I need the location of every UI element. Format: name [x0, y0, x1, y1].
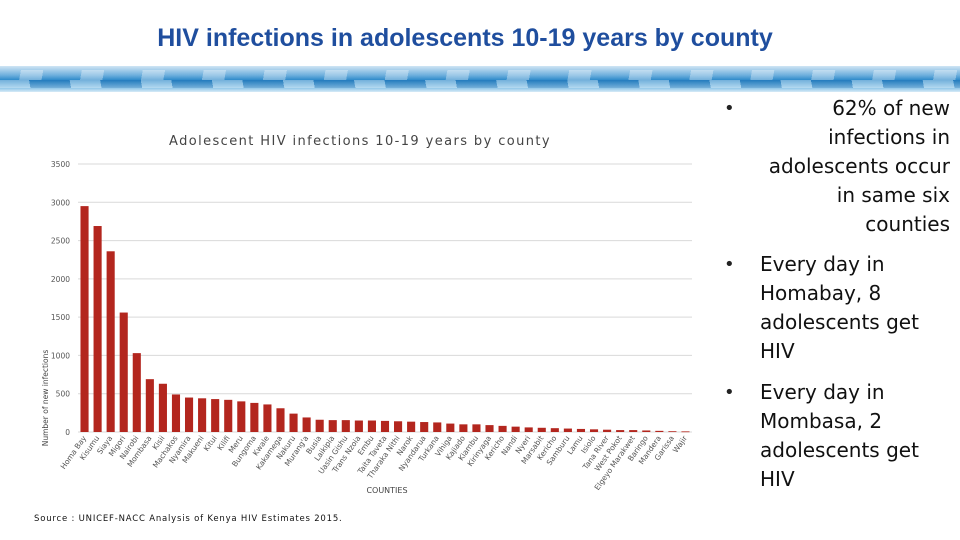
bar — [563, 428, 572, 432]
bar — [642, 430, 651, 432]
chart-title: Adolescent HIV infections 10-19 years by… — [169, 134, 551, 149]
bar — [367, 420, 376, 432]
bar — [459, 424, 468, 432]
y-tick-label: 0 — [65, 428, 70, 437]
bar — [629, 430, 638, 432]
bar — [132, 353, 141, 432]
bullet-text: Every day in Homabay, 8 adolescents get … — [760, 252, 919, 363]
y-axis-label: Number of new infections — [41, 350, 50, 447]
bullet-dot-icon: • — [724, 254, 735, 275]
bar — [80, 206, 89, 432]
y-tick-label: 3500 — [51, 160, 70, 169]
bullet-dot-icon: • — [724, 382, 735, 403]
bar — [589, 429, 599, 432]
bar — [394, 421, 403, 432]
bar — [603, 429, 612, 432]
x-tick-label: Kitui — [202, 434, 219, 453]
bar — [498, 425, 507, 432]
bar — [328, 420, 337, 432]
bar — [119, 312, 128, 432]
bar — [184, 397, 194, 432]
bar — [472, 424, 481, 432]
bar — [681, 431, 690, 433]
bar — [550, 428, 559, 432]
bar — [198, 398, 207, 432]
bar — [524, 427, 533, 432]
bar — [485, 425, 494, 432]
bar — [145, 379, 154, 432]
bar — [302, 417, 311, 432]
slide-title: HIV infections in adolescents 10-19 year… — [157, 24, 773, 52]
bar — [668, 431, 677, 433]
bullet-text: Every day in Mombasa, 2 adolescents get … — [760, 380, 919, 491]
bar — [263, 404, 272, 432]
bar — [537, 427, 546, 432]
bar — [380, 420, 390, 432]
bar — [433, 422, 442, 432]
y-tick-label: 3000 — [51, 198, 70, 207]
bar — [341, 420, 350, 432]
y-tick-label: 500 — [56, 390, 71, 399]
bar — [237, 401, 246, 432]
bar — [407, 421, 416, 432]
bar — [158, 383, 167, 432]
bar — [211, 399, 220, 432]
bar — [106, 251, 115, 432]
bullet-text: 62% of new infections in adolescents occ… — [768, 96, 950, 236]
source-note: Source : UNICEF-NACC Analysis of Kenya H… — [34, 514, 343, 524]
bar — [576, 428, 586, 432]
y-tick-label: 1500 — [51, 313, 70, 322]
bar — [171, 394, 181, 432]
bar — [511, 426, 520, 432]
bar — [276, 408, 285, 432]
x-tick-label: Wajir — [671, 433, 690, 454]
x-axis-label: COUNTIES — [366, 486, 407, 495]
decorative-banner — [0, 66, 960, 92]
bar — [289, 413, 298, 432]
bar — [420, 422, 429, 432]
bar — [93, 226, 102, 432]
bar — [655, 430, 664, 432]
bar — [315, 419, 324, 432]
bar — [224, 399, 233, 432]
y-tick-label: 2500 — [51, 237, 70, 246]
bar — [250, 402, 259, 432]
bar — [616, 430, 625, 432]
bar — [354, 420, 363, 432]
bullet-dot-icon: • — [724, 98, 735, 119]
bar — [446, 423, 455, 432]
y-tick-label: 2000 — [51, 275, 70, 284]
y-tick-label: 1000 — [51, 351, 70, 360]
